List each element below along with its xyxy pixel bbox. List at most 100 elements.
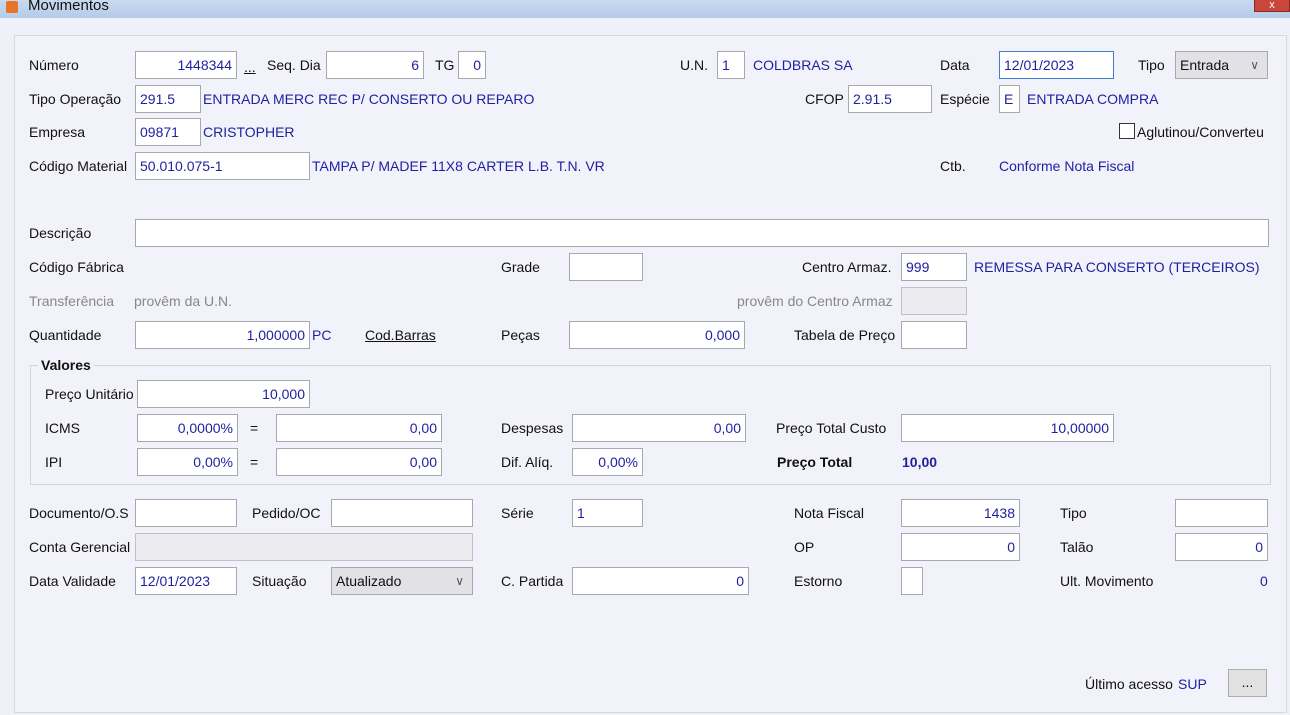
documento-input[interactable] — [135, 499, 237, 527]
nota-fiscal-input[interactable]: 1438 — [901, 499, 1020, 527]
tipo2-label: Tipo — [1060, 505, 1087, 521]
quantidade-input[interactable]: 1,000000 — [135, 321, 310, 349]
ipi-label: IPI — [45, 454, 63, 470]
ult-movimento-label: Ult. Movimento — [1060, 573, 1154, 589]
ipi-pct-input[interactable]: 0,00% — [137, 448, 238, 476]
centro-armaz-input[interactable]: 999 — [901, 253, 967, 281]
especie-description: ENTRADA COMPRA — [1027, 91, 1159, 107]
tipo2-input[interactable] — [1175, 499, 1268, 527]
pedido-input[interactable] — [331, 499, 473, 527]
cfop-label: CFOP — [805, 91, 844, 107]
quantidade-unit: PC — [312, 327, 332, 343]
dif-aliq-input[interactable]: 0,00% — [572, 448, 643, 476]
estorno-label: Estorno — [794, 573, 843, 589]
talao-input[interactable]: 0 — [1175, 533, 1268, 561]
ctb-value: Conforme Nota Fiscal — [999, 158, 1135, 174]
situacao-select[interactable]: Atualizado ∨ — [331, 567, 473, 595]
centro-armaz-description: REMESSA PARA CONSERTO (TERCEIROS) — [974, 259, 1260, 275]
tipo-operacao-input[interactable]: 291.5 — [135, 85, 201, 113]
empresa-description: CRISTOPHER — [203, 124, 295, 140]
numero-label: Número — [29, 57, 79, 73]
ult-movimento-value: 0 — [1260, 573, 1268, 589]
grade-input[interactable] — [569, 253, 643, 281]
icms-value-input[interactable]: 0,00 — [276, 414, 442, 442]
conta-gerencial-label: Conta Gerencial — [29, 539, 131, 555]
preco-unitario-input[interactable]: 10,000 — [137, 380, 310, 408]
tg-input[interactable]: 0 — [458, 51, 486, 79]
serie-input[interactable]: 1 — [572, 499, 643, 527]
preco-total-custo-input[interactable]: 10,00000 — [901, 414, 1114, 442]
more-options-button[interactable]: ... — [1228, 669, 1267, 697]
form-panel — [14, 35, 1287, 713]
tabela-preco-input[interactable] — [901, 321, 967, 349]
icms-equals: = — [250, 420, 259, 436]
codigo-material-label: Código Material — [29, 158, 128, 174]
documento-label: Documento/O.S — [29, 505, 129, 521]
serie-label: Série — [501, 505, 534, 521]
tg-label: TG — [435, 57, 455, 73]
cfop-input[interactable]: 2.91.5 — [848, 85, 932, 113]
tabela-preco-label: Tabela de Preço — [794, 327, 896, 343]
tipo-select[interactable]: Entrada ∨ — [1175, 51, 1268, 79]
codigo-fabrica-label: Código Fábrica — [29, 259, 124, 275]
aglutinou-checkbox[interactable] — [1119, 123, 1135, 139]
window-title: Movimentos — [28, 0, 109, 14]
tipo-value: Entrada — [1180, 57, 1230, 73]
op-label: OP — [794, 539, 815, 555]
op-input[interactable]: 0 — [901, 533, 1020, 561]
descricao-input[interactable] — [135, 219, 1269, 247]
transferencia-centro-input — [901, 287, 967, 315]
un-input[interactable]: 1 — [717, 51, 745, 79]
data-validade-label: Data Validade — [29, 573, 116, 589]
numero-lookup-label: ... — [244, 59, 256, 75]
title-bar: Movimentos x — [0, 0, 1290, 18]
tipo-operacao-label: Tipo Operação — [29, 91, 122, 107]
c-partida-label: C. Partida — [501, 573, 564, 589]
situacao-label: Situação — [252, 573, 307, 589]
data-input[interactable]: 12/01/2023 — [999, 51, 1114, 79]
preco-unitario-label: Preço Unitário — [45, 386, 134, 402]
ipi-equals: = — [250, 454, 259, 470]
ultimo-acesso-label: Último acesso — [1085, 676, 1173, 692]
centro-armaz-label: Centro Armaz. — [802, 259, 892, 275]
quantidade-label: Quantidade — [29, 327, 102, 343]
icms-label: ICMS — [45, 420, 80, 436]
data-validade-input[interactable]: 12/01/2023 — [135, 567, 237, 595]
un-description: COLDBRAS SA — [753, 57, 853, 73]
tipo-operacao-description: ENTRADA MERC REC P/ CONSERTO OU REPARO — [203, 91, 535, 107]
numero-lookup-button[interactable]: ... — [244, 58, 256, 76]
conta-gerencial-input — [135, 533, 473, 561]
chevron-down-icon: ∨ — [1250, 58, 1259, 72]
especie-input[interactable]: E — [999, 85, 1020, 113]
situacao-value: Atualizado — [336, 573, 402, 589]
pecas-input[interactable]: 0,000 — [569, 321, 745, 349]
preco-total-value: 10,00 — [902, 454, 938, 470]
icms-pct-input[interactable]: 0,0000% — [137, 414, 238, 442]
empresa-label: Empresa — [29, 124, 86, 140]
tipo-label: Tipo — [1138, 57, 1165, 73]
close-button[interactable]: x — [1254, 0, 1290, 12]
despesas-label: Despesas — [501, 420, 564, 436]
chevron-down-icon: ∨ — [455, 574, 464, 588]
seq-dia-input[interactable]: 6 — [326, 51, 424, 79]
codigo-material-description: TAMPA P/ MADEF 11X8 CARTER L.B. T.N. VR — [312, 158, 605, 174]
un-label: U.N. — [680, 57, 708, 73]
ctb-label: Ctb. — [940, 158, 966, 174]
despesas-input[interactable]: 0,00 — [572, 414, 746, 442]
empresa-input[interactable]: 09871 — [135, 118, 201, 146]
ipi-value-input[interactable]: 0,00 — [276, 448, 442, 476]
codigo-material-input[interactable]: 50.010.075-1 — [135, 152, 310, 180]
pedido-label: Pedido/OC — [252, 505, 321, 521]
cod-barras-link[interactable]: Cod.Barras — [365, 326, 436, 344]
grade-label: Grade — [501, 259, 540, 275]
app-icon — [6, 1, 18, 13]
cod-barras-label: Cod.Barras — [365, 327, 436, 343]
preco-total-label: Preço Total — [777, 454, 853, 470]
ultimo-acesso-value: SUP — [1178, 676, 1207, 692]
preco-total-custo-label: Preço Total Custo — [776, 420, 887, 436]
dif-aliq-label: Dif. Alíq. — [501, 454, 554, 470]
valores-group — [30, 365, 1271, 485]
c-partida-input[interactable]: 0 — [572, 567, 749, 595]
numero-input[interactable]: 1448344 — [135, 51, 237, 79]
estorno-input[interactable] — [901, 567, 923, 595]
